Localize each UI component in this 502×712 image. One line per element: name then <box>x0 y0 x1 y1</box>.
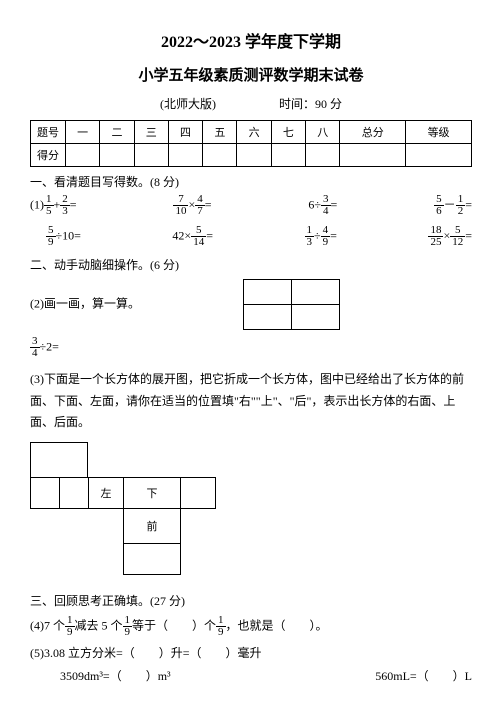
th: 总分 <box>340 121 406 144</box>
net-top <box>30 442 88 478</box>
section3-title: 三、回顾思考正确填。(27 分) <box>30 592 472 609</box>
q2-text: (2)画一画，算一算。 <box>30 296 140 310</box>
score-value-row: 得分 <box>31 144 472 167</box>
section2-title: 二、动手动脑细操作。(6 分) <box>30 256 472 273</box>
net-blank3 <box>180 477 216 509</box>
net-left: 左 <box>88 477 124 509</box>
expr: 710×47= <box>173 194 211 217</box>
q5: (5)3.08 立方分米=（ ）升=（ ）毫升 <box>30 644 472 661</box>
q2-line: (2)画一画，算一算。 <box>30 279 472 330</box>
net-blank1 <box>30 477 60 509</box>
grid-2x2 <box>243 279 340 330</box>
q2-expr: 34÷2= <box>30 336 472 359</box>
q5b-a: 3509dm³=（ ）m³ <box>60 667 171 684</box>
q5b-b: 560mL=（ ）L <box>375 667 472 684</box>
edition: (北师大版) <box>160 95 216 112</box>
th: 三 <box>134 121 168 144</box>
th: 题号 <box>31 121 66 144</box>
th: 五 <box>203 121 237 144</box>
expr: 56－12= <box>434 194 472 217</box>
net-diagram: 左 下 前 <box>30 442 260 582</box>
header-line2: 小学五年级素质测评数学期末试卷 <box>30 64 472 85</box>
th: 一 <box>66 121 100 144</box>
expr: 1825×512= <box>428 225 472 248</box>
th: 等级 <box>406 121 472 144</box>
calc-row1: (1)15+23= 710×47= 6÷34= 56－12= <box>30 194 472 217</box>
th: 二 <box>100 121 134 144</box>
net-down: 下 <box>123 477 181 509</box>
expr: 42×514= <box>172 225 213 248</box>
net-front: 前 <box>123 508 181 544</box>
calc-row2: 59÷10= 42×514= 13÷49= 1825×512= <box>30 225 472 248</box>
q3-text: (3)下面是一个长方体的展开图，把它折成一个长方体，图中已经给出了长方体的前面、… <box>30 369 472 434</box>
header-sub: (北师大版) 时间：90 分 <box>30 95 472 112</box>
q4: (4)7 个19减去 5 个19等于（ ）个19，也就是（ ）。 <box>30 615 472 638</box>
td-label: 得分 <box>31 144 66 167</box>
header-line1: 2022～2023 学年度下学期 <box>30 28 472 52</box>
q5b: 3509dm³=（ ）m³ 560mL=（ ）L <box>60 667 472 684</box>
th: 六 <box>237 121 271 144</box>
th: 四 <box>168 121 202 144</box>
score-header-row: 题号 一 二 三 四 五 六 七 八 总分 等级 <box>31 121 472 144</box>
expr: 6÷34= <box>308 194 337 217</box>
th: 八 <box>306 121 340 144</box>
section1-title: 一、看清题目写得数。(8 分) <box>30 173 472 190</box>
net-blank4 <box>123 543 181 575</box>
expr: 59÷10= <box>46 225 81 248</box>
net-blank2 <box>59 477 89 509</box>
th: 七 <box>271 121 305 144</box>
expr: 13÷49= <box>305 225 337 248</box>
score-table: 题号 一 二 三 四 五 六 七 八 总分 等级 得分 <box>30 120 472 167</box>
time: 时间：90 分 <box>279 95 342 112</box>
expr: (1)15+23= <box>30 194 77 217</box>
